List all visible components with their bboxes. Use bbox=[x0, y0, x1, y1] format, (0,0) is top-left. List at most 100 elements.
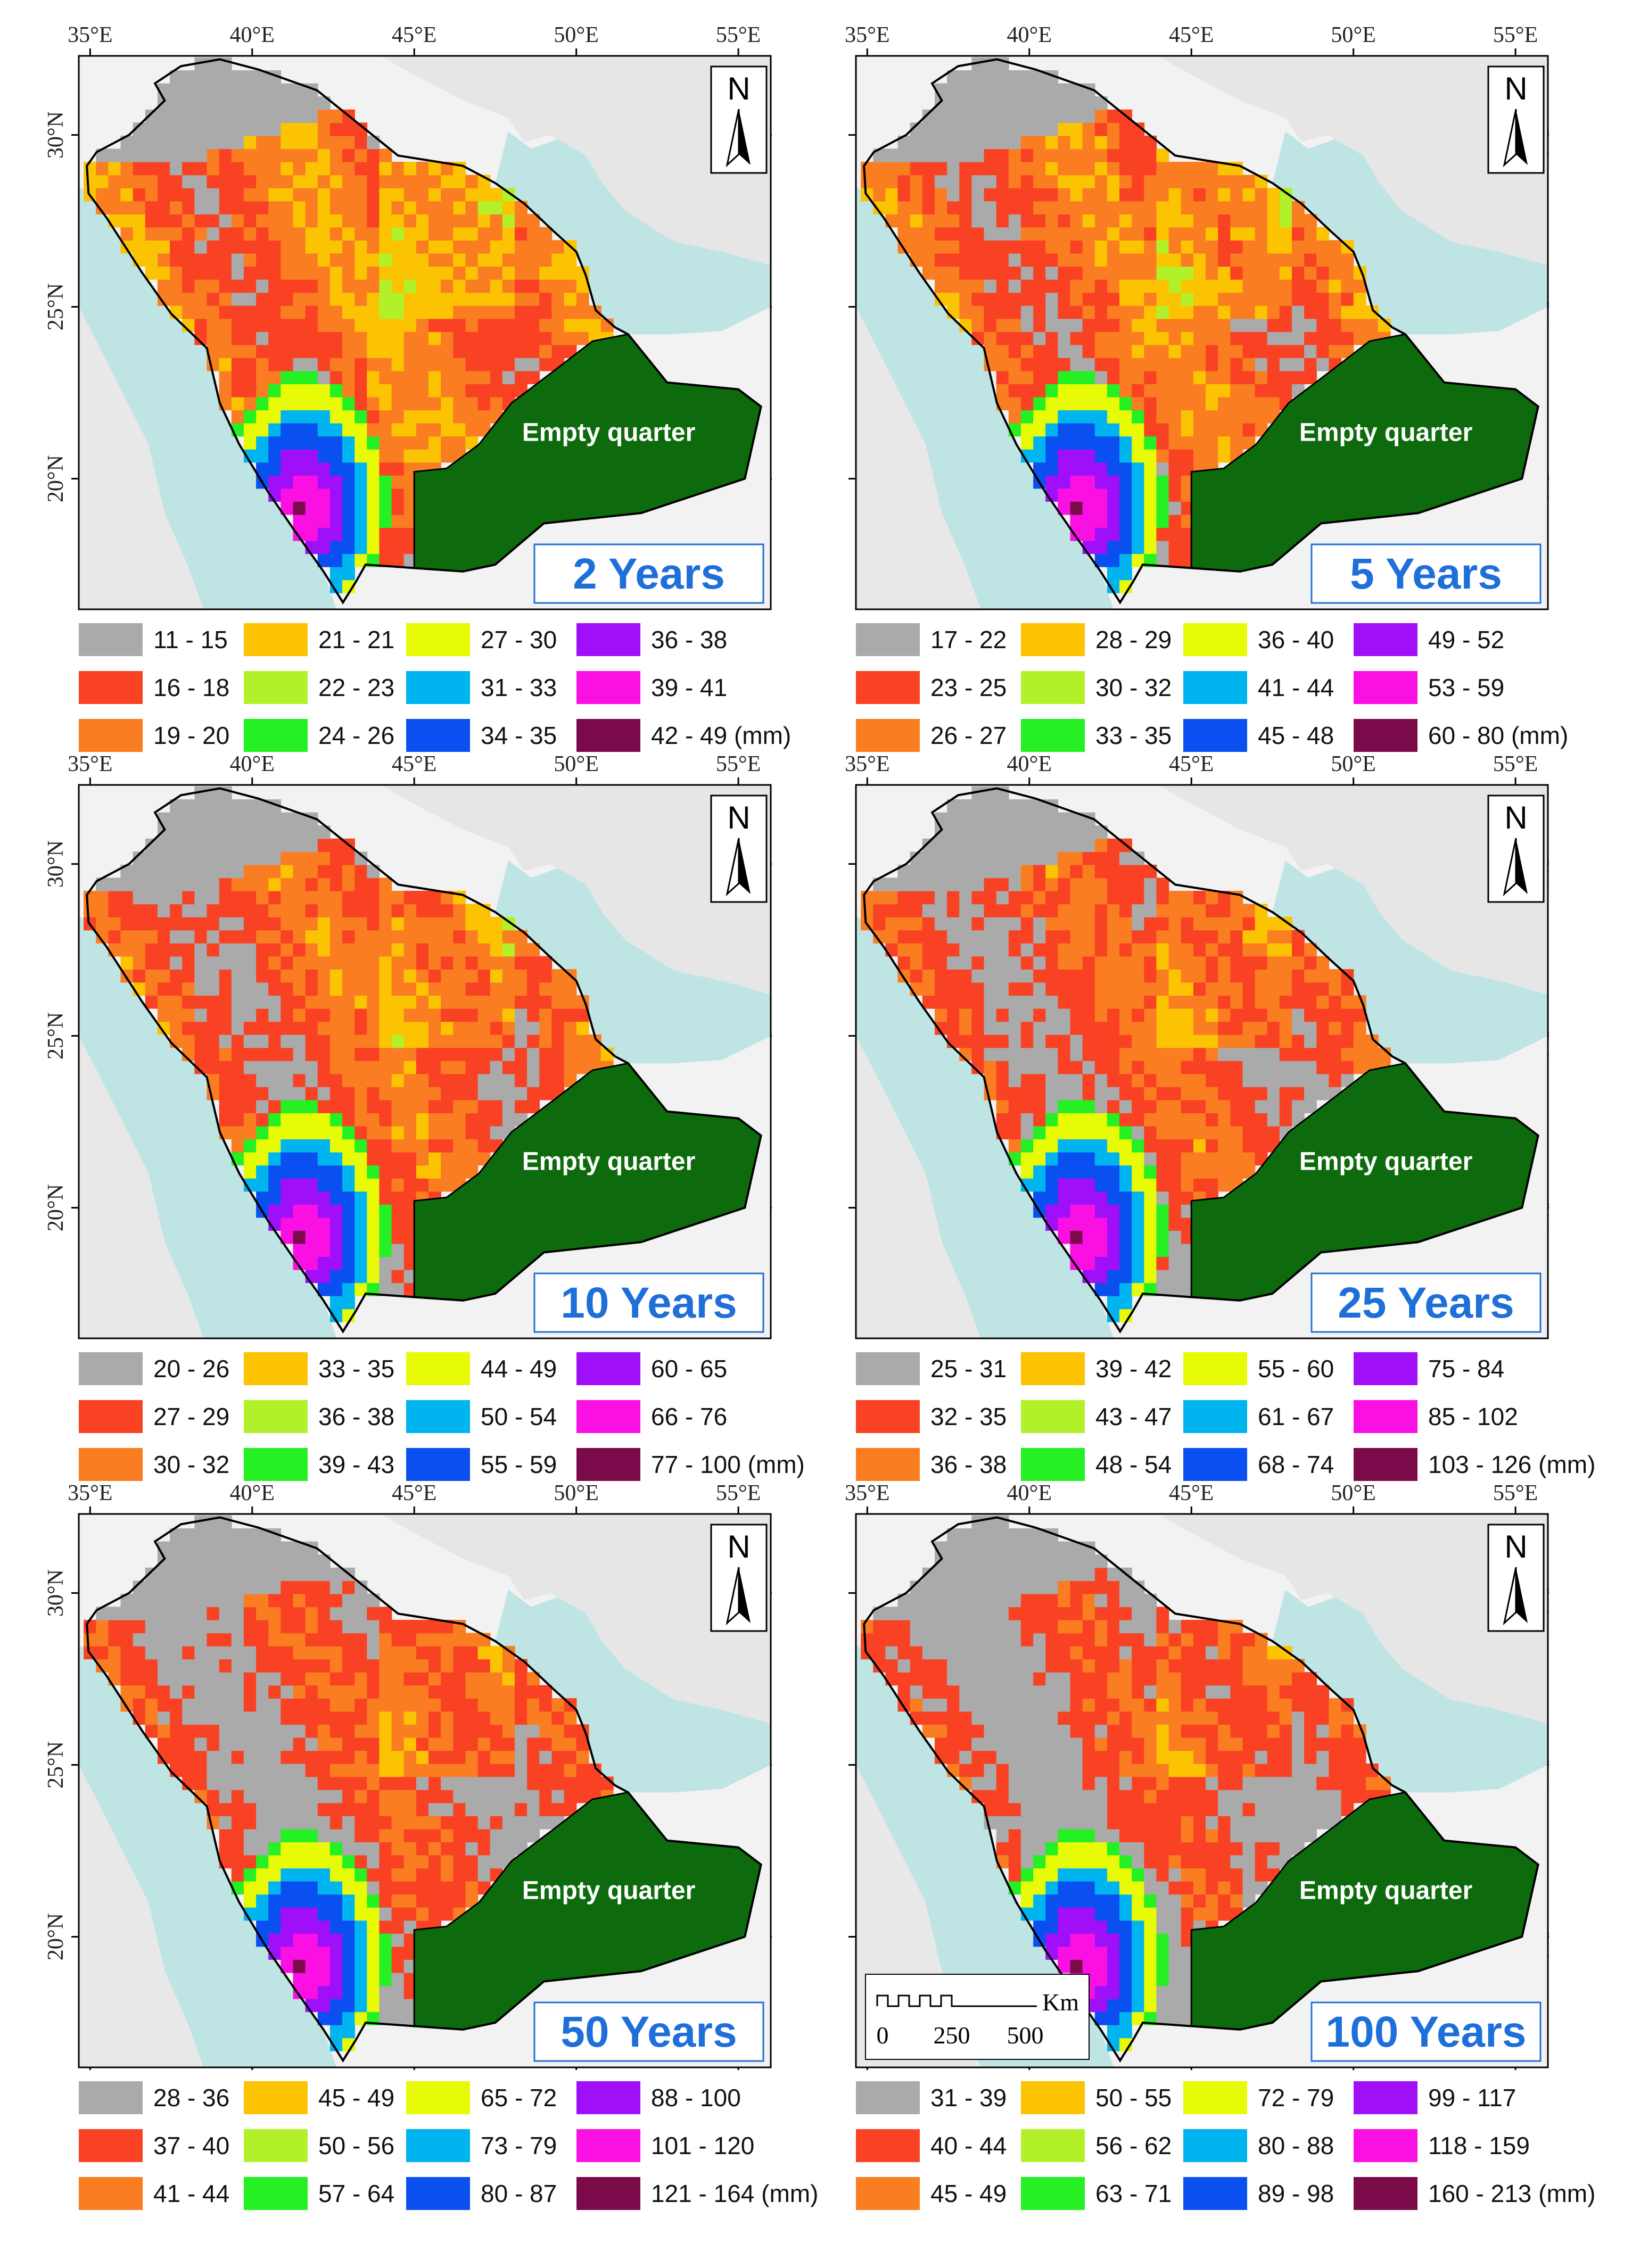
legend-label: 55 - 60 bbox=[1258, 1355, 1334, 1383]
north-arrow-icon bbox=[1516, 838, 1528, 894]
legend-swatch bbox=[1183, 2129, 1247, 2162]
map-frame-border bbox=[78, 55, 772, 610]
lon-label: 40°E bbox=[1007, 752, 1052, 776]
legend-label: 66 - 76 bbox=[651, 1403, 728, 1430]
period-label: 10 Years bbox=[561, 1279, 737, 1327]
lon-label: 55°E bbox=[1493, 23, 1538, 47]
legend-label: 45 - 49 bbox=[930, 2180, 1007, 2207]
lon-label: 35°E bbox=[845, 752, 889, 776]
north-label: N bbox=[1504, 71, 1527, 106]
legend-label: 24 - 26 bbox=[318, 722, 395, 749]
legend-label: 60 - 65 bbox=[651, 1355, 728, 1383]
north-label: N bbox=[1504, 800, 1527, 835]
lon-label: 55°E bbox=[1493, 1481, 1538, 1505]
legend-swatch bbox=[1354, 719, 1417, 752]
rainfall-map: 35°E 40°E 45°E 50°E 55°E 30°N 25°N 20°N N Empty q… bbox=[845, 1481, 1549, 2070]
legend-label: 44 - 49 bbox=[481, 1355, 557, 1383]
empty-quarter-label: Empty quarter bbox=[522, 1876, 695, 1905]
legend-label: 36 - 38 bbox=[930, 1451, 1007, 1478]
north-arrow-icon bbox=[1516, 1567, 1528, 1623]
legend-label: 49 - 52 bbox=[1428, 626, 1505, 653]
iran-land bbox=[1159, 785, 1548, 995]
scale-bar-box bbox=[865, 1974, 1090, 2060]
legend: 17 - 22 23 - 25 26 - 27 28 - 29 30 - 32 33 - … bbox=[856, 620, 1568, 767]
legend-swatch bbox=[856, 719, 920, 752]
legend-label: 73 - 79 bbox=[481, 2132, 557, 2159]
legend-swatch bbox=[1021, 719, 1085, 752]
legend-swatch bbox=[79, 2081, 143, 2114]
country-boundary bbox=[86, 787, 762, 1334]
empty-quarter-label: Empty quarter bbox=[1299, 418, 1472, 446]
legend-label: 60 - 80 (mm) bbox=[1428, 722, 1569, 749]
rainfall-map: 35°E 40°E 45°E 50°E 55°E 30°N 25°N 20°N N Empty q… bbox=[845, 752, 1549, 1339]
scale-tick: 0 bbox=[877, 2022, 889, 2049]
map-frame-border bbox=[855, 1513, 1549, 2068]
legend-swatch bbox=[1183, 623, 1247, 656]
north-label: N bbox=[727, 800, 750, 835]
legend-swatch bbox=[244, 2177, 308, 2210]
legend-label: 41 - 44 bbox=[1258, 674, 1334, 701]
legend-swatch bbox=[406, 623, 470, 656]
legend-label: 53 - 59 bbox=[1428, 674, 1505, 701]
legend-label: 40 - 44 bbox=[930, 2132, 1007, 2159]
lat-label: 25°N bbox=[1545, 1741, 1549, 1789]
period-label: 100 Years bbox=[1325, 2008, 1526, 2056]
legend-label: 34 - 35 bbox=[481, 722, 557, 749]
lon-label: 50°E bbox=[554, 752, 598, 776]
legend: 28 - 36 37 - 40 41 - 44 45 - 49 50 - 56 57 - … bbox=[79, 2078, 818, 2225]
lat-label: 20°N bbox=[44, 1913, 68, 1960]
lat-label: 30°N bbox=[1545, 840, 1549, 888]
legend-swatch bbox=[1354, 1352, 1417, 1385]
lat-label: 25°N bbox=[1545, 283, 1549, 330]
legend: 20 - 26 27 - 29 30 - 32 33 - 35 36 - 38 39 - … bbox=[79, 1349, 805, 1496]
period-box bbox=[533, 543, 764, 604]
lon-label: 35°E bbox=[68, 23, 112, 47]
period-box bbox=[1310, 543, 1542, 604]
legend-swatch bbox=[1021, 2129, 1085, 2162]
legend-label: 42 - 49 (mm) bbox=[651, 722, 792, 749]
legend-swatch bbox=[244, 1448, 308, 1481]
legend-label: 32 - 35 bbox=[930, 1403, 1007, 1430]
rainfall-raster bbox=[84, 1515, 614, 2051]
legend-swatch bbox=[79, 1448, 143, 1481]
legend-swatch bbox=[244, 671, 308, 704]
red-sea bbox=[79, 186, 337, 609]
north-arrow-icon bbox=[739, 838, 751, 894]
iran-land bbox=[382, 1514, 771, 1724]
legend-swatch bbox=[1354, 671, 1417, 704]
legend-label: 39 - 42 bbox=[1095, 1355, 1172, 1383]
lat-label: 30°N bbox=[1545, 1569, 1549, 1617]
legend-swatch bbox=[856, 2129, 920, 2162]
lon-label: 45°E bbox=[1169, 23, 1214, 47]
legend-swatch bbox=[1183, 1448, 1247, 1481]
red-sea bbox=[856, 1644, 1114, 2067]
legend-label: 36 - 40 bbox=[1258, 626, 1334, 653]
legend-swatch bbox=[406, 719, 470, 752]
lon-label: 55°E bbox=[716, 23, 761, 47]
legend-label: 77 - 100 (mm) bbox=[651, 1451, 805, 1478]
legend-swatch bbox=[576, 671, 640, 704]
lat-label: 25°N bbox=[44, 283, 68, 330]
legend-label: 26 - 27 bbox=[930, 722, 1007, 749]
africa-land bbox=[79, 1036, 204, 1338]
legend-swatch bbox=[1021, 1352, 1085, 1385]
empty-quarter-label: Empty quarter bbox=[522, 1147, 695, 1176]
country-boundary bbox=[86, 58, 762, 605]
rainfall-map: 35°E 40°E 45°E 50°E 55°E 30°N 25°N 20°N N Empty q… bbox=[44, 23, 772, 610]
legend: 25 - 31 32 - 35 36 - 38 39 - 42 43 - 47 48 - … bbox=[856, 1349, 1595, 1496]
legend-swatch bbox=[406, 2177, 470, 2210]
legend-label: 48 - 54 bbox=[1095, 1451, 1172, 1478]
legend-swatch bbox=[856, 1352, 920, 1385]
persian-gulf bbox=[495, 1590, 771, 1793]
legend-swatch bbox=[244, 623, 308, 656]
lat-label: 25°N bbox=[44, 1012, 68, 1059]
red-sea bbox=[856, 186, 1114, 609]
period-box bbox=[533, 1272, 764, 1333]
lat-label: 30°N bbox=[1545, 111, 1549, 159]
map-frame-border bbox=[855, 784, 1549, 1339]
legend: 11 - 15 16 - 18 19 - 20 21 - 21 22 - 23 24 - … bbox=[79, 620, 791, 767]
legend-swatch bbox=[576, 2177, 640, 2210]
iran-land bbox=[382, 56, 771, 266]
lat-label: 20°N bbox=[1545, 455, 1549, 502]
legend-swatch bbox=[1183, 719, 1247, 752]
